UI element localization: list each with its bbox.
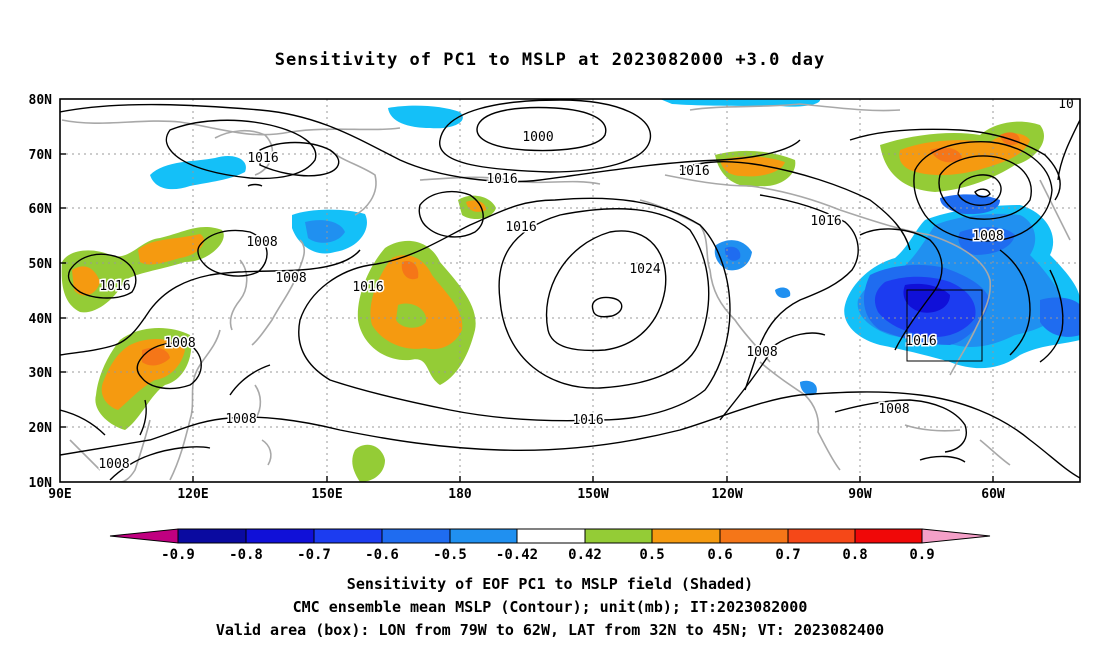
contour-label: 1016 (486, 172, 517, 187)
axis-ticks (60, 153, 994, 482)
colorbar-segment (516, 528, 586, 544)
colorbar-segment (651, 528, 721, 544)
chart-title: Sensitivity of PC1 to MSLP at 2023082000… (274, 50, 826, 70)
colorbar-segment (449, 528, 518, 544)
colorbar-label: 0.8 (842, 547, 867, 563)
map-frame (59, 98, 1081, 483)
colorbar-segment (719, 528, 789, 544)
colorbar-segment (313, 528, 383, 544)
colorbar-label: -0.8 (229, 547, 263, 563)
contour-label: 1008 (878, 402, 909, 417)
caption-valid-area: Valid area (box): LON from 79W to 62W, L… (215, 621, 885, 639)
contour-label: 1016 (352, 280, 383, 295)
lat-label: 60N (29, 202, 53, 217)
contour-label: 1016 (99, 279, 130, 294)
colorbar-labels: -0.9 -0.8 -0.7 -0.6 -0.5 -0.42 0.42 0.5 … (161, 547, 935, 563)
lat-label: 70N (29, 148, 53, 163)
lon-label: 150E (311, 487, 342, 502)
lat-lon-grid (60, 99, 1080, 482)
lon-label: 90E (48, 487, 71, 502)
contour-label: 1016 (572, 413, 603, 428)
colorbar-segment (584, 528, 653, 544)
lon-label: 120E (177, 487, 208, 502)
contour-label: 1008 (98, 457, 129, 472)
colorbar-label: 0.42 (568, 547, 602, 563)
colorbar-segment (177, 528, 247, 544)
contour-label: 1000 (522, 130, 553, 145)
contour-label: 1016 (247, 151, 278, 166)
longitude-labels: 90E 120E 150E 180 150W 120W 90W 60W (48, 487, 1005, 502)
colorbar-label: -0.7 (297, 547, 331, 563)
colorbar-label: -0.5 (433, 547, 467, 563)
colorbar-label: 0.6 (707, 547, 732, 563)
latitude-labels: 80N 70N 60N 50N 40N 30N 20N 10N (29, 93, 53, 491)
colorbar-segment (854, 528, 923, 544)
colorbar-label: 0.7 (775, 547, 800, 563)
colorbar-segment (921, 528, 991, 544)
contour-label: 1016 (678, 164, 709, 179)
colorbar-label: 0.9 (909, 547, 934, 563)
negative-sensitivity-shading (150, 99, 1080, 396)
contour-label: 1008 (972, 229, 1003, 244)
contour-labels: 1000 1016 1016 1016 1016 1016 1016 1016 … (97, 97, 1075, 474)
colorbar-segment (245, 528, 315, 544)
lon-label: 60W (981, 487, 1005, 502)
lon-label: 150W (577, 487, 608, 502)
colorbar (109, 528, 991, 544)
contour-label: 1008 (275, 271, 306, 286)
lat-label: 50N (29, 257, 53, 272)
sensitivity-map: 1000 1016 1016 1016 1016 1016 1016 1016 … (29, 93, 1081, 563)
colorbar-label: -0.42 (496, 547, 538, 563)
contour-label: 1008 (246, 235, 277, 250)
contour-label: 1008 (225, 412, 256, 427)
lon-label: 90W (848, 487, 872, 502)
valid-area-box (906, 289, 983, 362)
contour-label: 10 (1058, 97, 1074, 112)
caption-contour: CMC ensemble mean MSLP (Contour); unit(m… (292, 598, 808, 616)
contour-label: 1008 (164, 336, 195, 351)
colorbar-label: -0.9 (161, 547, 195, 563)
lat-label: 40N (29, 312, 53, 327)
lon-label: 120W (711, 487, 742, 502)
contour-label: 1016 (505, 220, 536, 235)
lat-label: 10N (29, 476, 53, 491)
lat-label: 80N (29, 93, 53, 108)
colorbar-segment (381, 528, 451, 544)
contour-label: 1024 (629, 262, 660, 277)
colorbar-segment (787, 528, 856, 544)
colorbar-segment (109, 528, 179, 544)
colorbar-label: 0.5 (639, 547, 664, 563)
lon-label: 180 (448, 487, 472, 502)
contour-label: 1016 (810, 214, 841, 229)
lat-label: 20N (29, 421, 53, 436)
mslp-contours (60, 99, 1080, 481)
contour-label: 1016 (905, 334, 936, 349)
contour-label: 1008 (746, 345, 777, 360)
lat-label: 30N (29, 366, 53, 381)
colorbar-label: -0.6 (365, 547, 399, 563)
coastlines (61, 103, 1071, 482)
caption-shading: Sensitivity of EOF PC1 to MSLP field (Sh… (346, 575, 754, 593)
